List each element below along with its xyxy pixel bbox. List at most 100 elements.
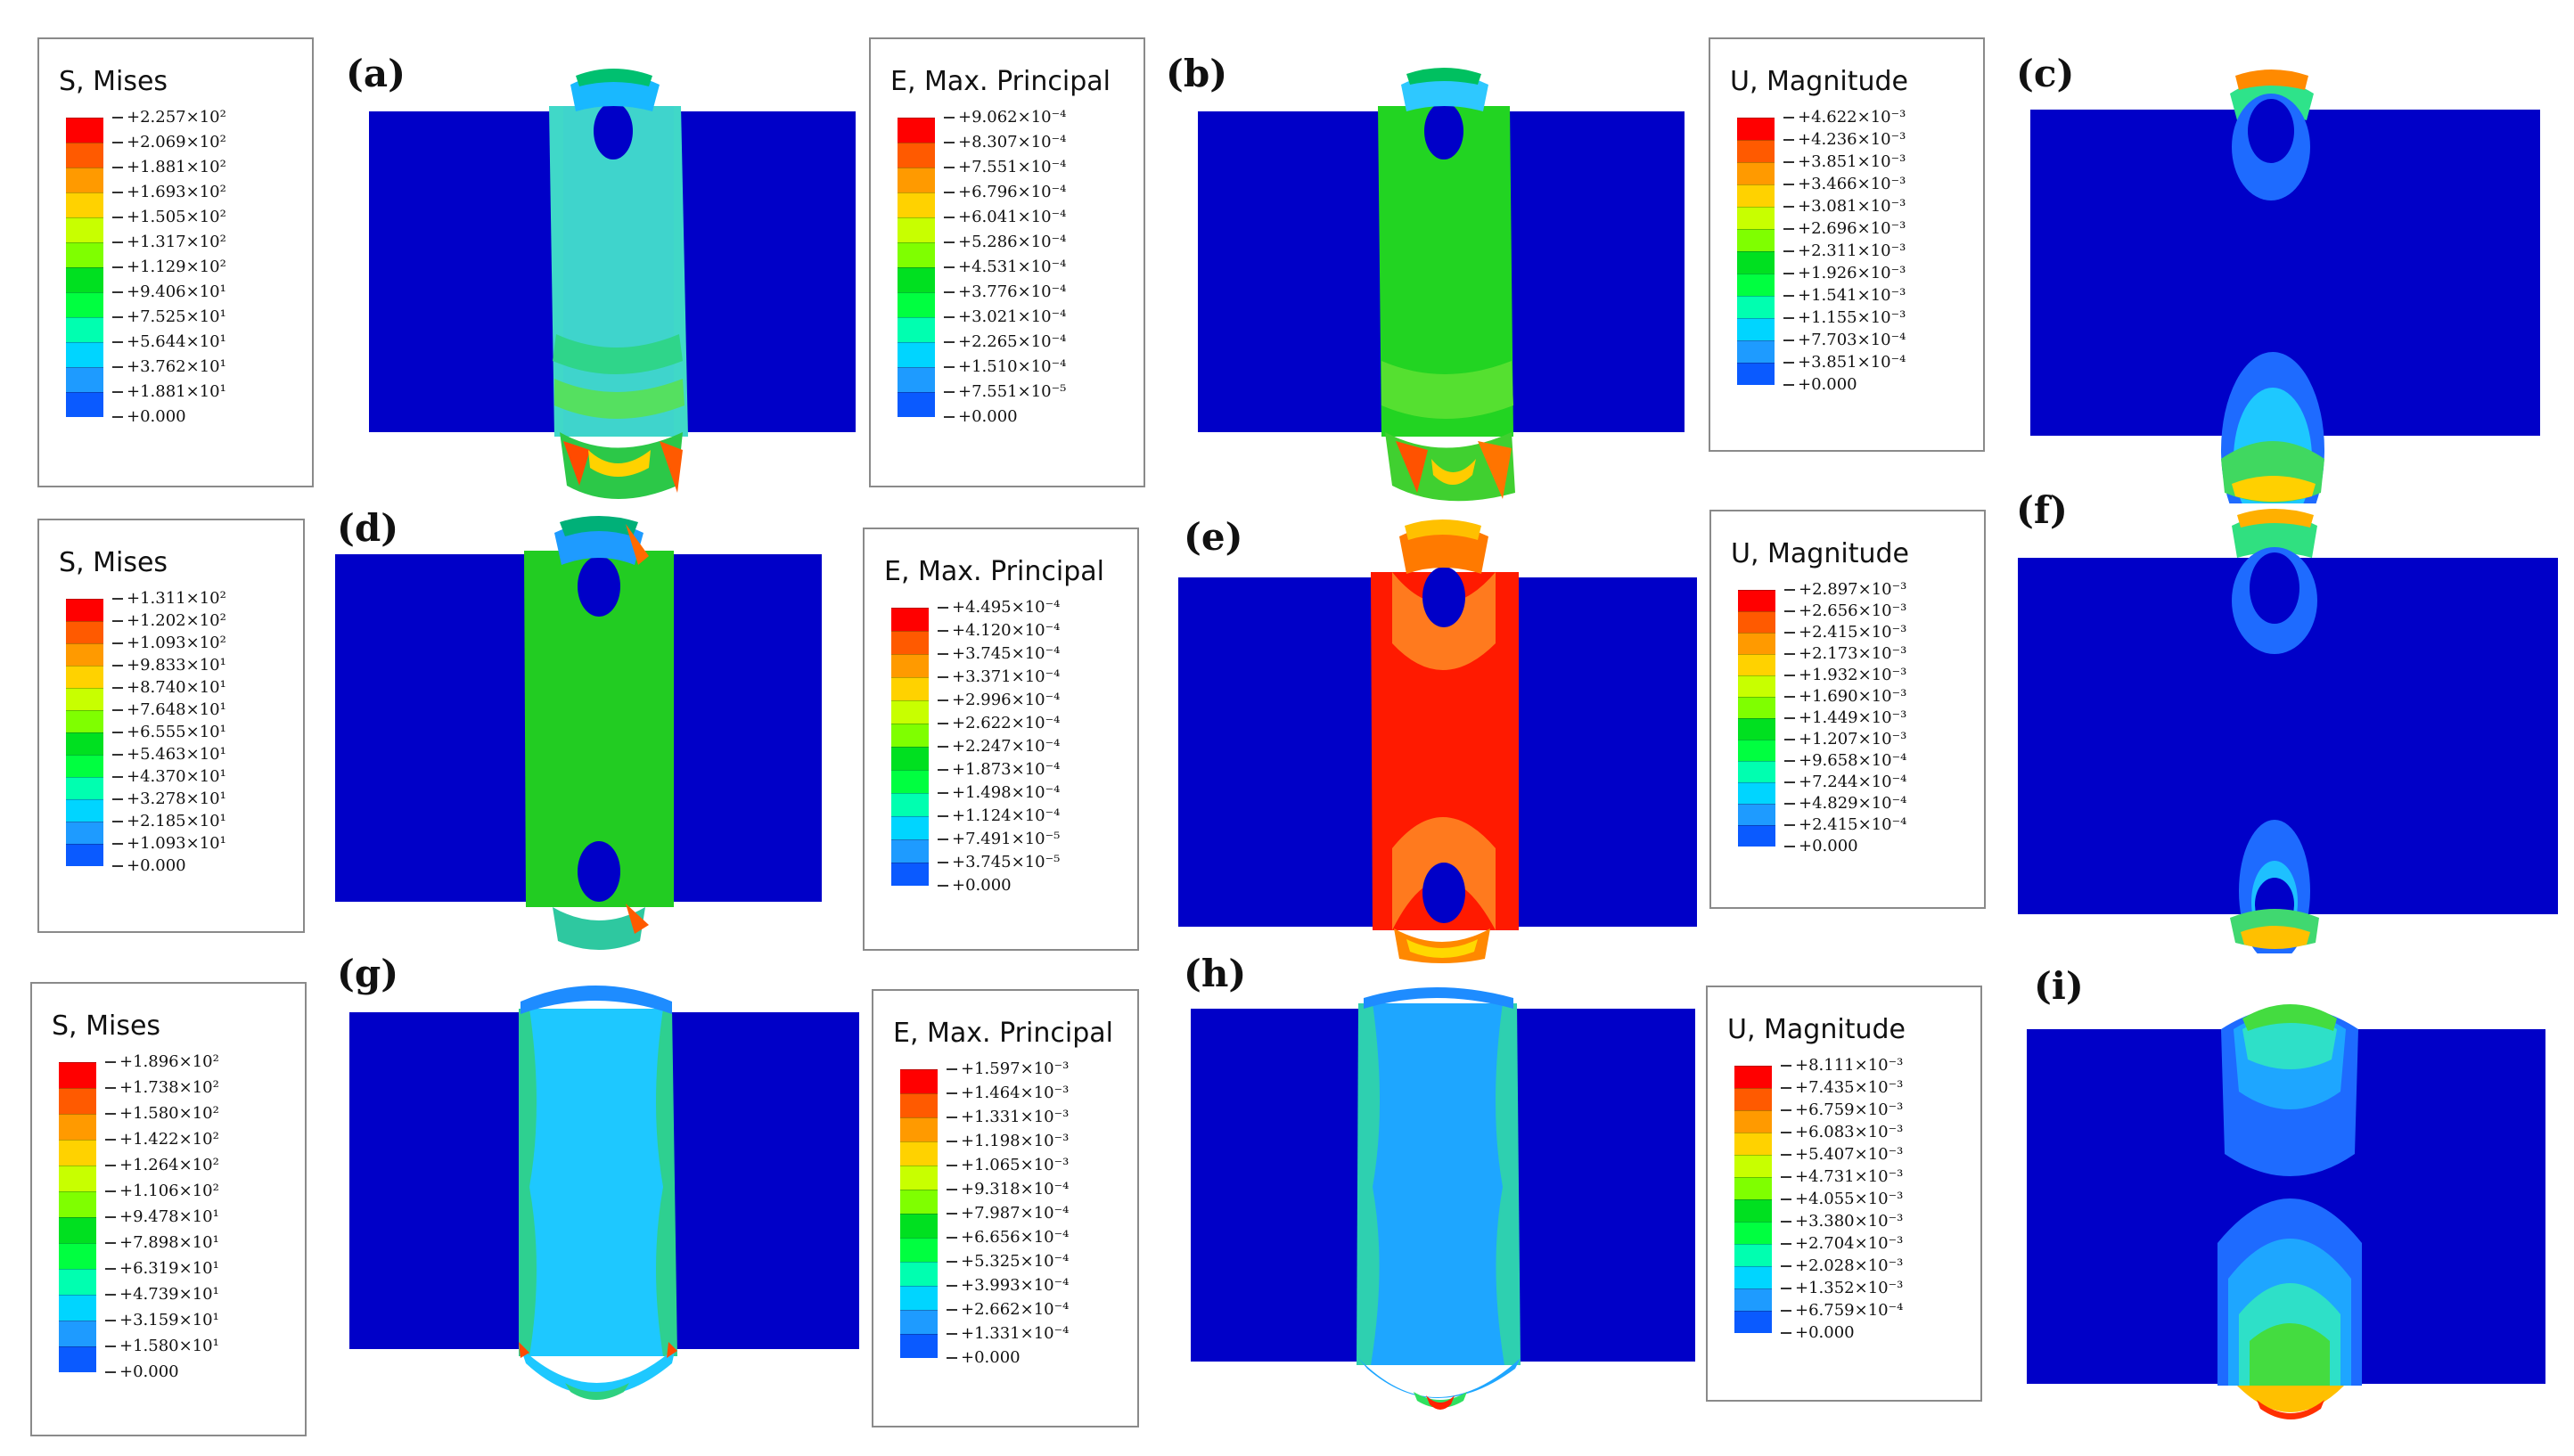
legend-color-swatch [59,1269,96,1295]
legend-color-bar [66,599,103,866]
legend-color-swatch [1738,825,1775,847]
legend-color-swatch [1738,718,1775,740]
legend-value-text: +6.555×10¹ [127,723,226,741]
legend-value-label: +3.021×10⁻⁴ [944,307,1066,326]
legend-value-label: +9.062×10⁻⁴ [944,108,1066,127]
legend-displacement-i: U, Magnitude +8.111×10⁻³ +7.435×10⁻³ +6.759… [1706,986,1982,1402]
legend-color-swatch [1734,1177,1772,1199]
panel-label-i: (i) [2034,964,2084,1008]
legend-color-swatch [900,1190,938,1214]
legend-color-bar [1737,118,1775,385]
legend-value-text: +8.740×10¹ [127,678,226,697]
legend-color-swatch [891,724,929,747]
legend-value-label: +6.759×10⁻³ [1781,1100,1903,1119]
legend-value-label: +2.656×10⁻³ [1784,601,1906,620]
legend-color-swatch [900,1093,938,1117]
legend-title: U, Magnitude [1727,1014,1906,1045]
legend-value-text: +1.311×10² [127,589,226,608]
legend-value-text: +5.407×10⁻³ [1795,1145,1904,1164]
legend-color-swatch [1738,740,1775,761]
legend-value-label: +2.069×10² [112,133,226,151]
legend-value-label: +1.693×10² [112,183,226,201]
legend-color-swatch [1738,782,1775,804]
legend-color-swatch [59,1088,96,1114]
legend-color-swatch [59,1166,96,1191]
top-bead-g [521,986,672,1014]
legend-color-swatch [1737,318,1775,340]
legend-value-label: +3.993×10⁻⁴ [947,1276,1069,1295]
legend-color-swatch [891,816,929,839]
legend-title: U, Magnitude [1730,66,1908,97]
legend-color-swatch [66,292,103,317]
legend-color-swatch [898,143,935,168]
legend-color-swatch [66,367,103,392]
legend-color-swatch [59,1243,96,1269]
legend-value-text: +4.236×10⁻³ [1798,130,1906,149]
bottom-bead-h [1358,1358,1521,1398]
legend-color-bar [898,118,935,417]
legend-value-label: +3.159×10¹ [105,1311,219,1329]
legend-value-label: +0.000 [105,1362,179,1381]
bottom-bead-i [2237,1386,2344,1412]
legend-color-swatch [900,1310,938,1334]
legend-value-text: +3.380×10⁻³ [1795,1212,1904,1231]
legend-value-label: +4.495×10⁻⁴ [938,598,1060,617]
top-hole-b [1424,102,1463,160]
legend-color-swatch [1734,1288,1772,1311]
legend-value-label: +1.510×10⁻⁴ [944,357,1066,376]
legend-value-label: +4.739×10¹ [105,1285,219,1304]
legend-value-text: +7.648×10¹ [127,700,226,719]
legend-value-label: +5.325×10⁻⁴ [947,1252,1069,1271]
legend-value-label: +5.463×10¹ [112,745,226,764]
legend-value-label: +7.703×10⁻⁴ [1783,331,1906,349]
legend-color-swatch [1738,611,1775,633]
legend-value-label: +4.731×10⁻³ [1781,1167,1903,1186]
legend-value-text: +0.000 [958,407,1018,426]
legend-value-text: +7.551×10⁻⁴ [958,158,1067,176]
legend-value-label: +3.081×10⁻³ [1783,197,1906,216]
legend-color-swatch [1734,1155,1772,1177]
legend-color-swatch [66,342,103,367]
legend-value-label: +1.505×10² [112,208,226,226]
legend-value-text: +2.696×10⁻³ [1798,219,1906,238]
legend-value-text: +1.124×10⁻⁴ [952,806,1061,825]
legend-color-swatch [1738,804,1775,825]
legend-value-label: +2.415×10⁻³ [1784,623,1906,642]
contour-plot-c [2030,70,2540,503]
legend-value-text: +9.062×10⁻⁴ [958,108,1067,127]
legend-color-swatch [900,1141,938,1166]
legend-value-text: +4.829×10⁻⁴ [1799,794,1907,813]
legend-value-text: +1.093×10¹ [127,834,226,853]
legend-value-text: +1.207×10⁻³ [1799,730,1907,748]
legend-value-label: +1.331×10⁻⁴ [947,1324,1069,1343]
legend-value-text: +0.000 [127,856,186,875]
legend-color-swatch [66,822,103,844]
legend-color-swatch [1738,654,1775,675]
legend-value-text: +2.028×10⁻³ [1795,1256,1904,1275]
legend-value-label: +6.083×10⁻³ [1781,1123,1903,1141]
legend-value-label: +2.185×10¹ [112,812,226,830]
legend-value-text: +1.541×10⁻³ [1798,286,1906,305]
legend-value-label: +0.000 [1784,837,1858,855]
legend-color-swatch [891,654,929,677]
bottom-hole-e [1422,863,1465,923]
legend-color-swatch [898,317,935,342]
legend-value-text: +1.352×10⁻³ [1795,1279,1904,1297]
legend-value-label: +3.745×10⁻⁵ [938,853,1060,871]
legend-value-text: +1.597×10⁻³ [961,1059,1070,1078]
legend-value-text: +1.505×10² [127,208,226,226]
legend-value-label: +1.198×10⁻³ [947,1132,1069,1150]
legend-value-label: +3.762×10¹ [112,357,226,376]
legend-value-text: +7.987×10⁻⁴ [961,1204,1070,1223]
legend-value-text: +1.881×10¹ [127,382,226,401]
legend-color-swatch [66,392,103,417]
legend-value-text: +7.435×10⁻³ [1795,1078,1904,1097]
legend-value-text: +4.495×10⁻⁴ [952,598,1061,617]
legend-color-swatch [891,747,929,770]
panel-label-e: (e) [1184,515,1243,559]
legend-value-label: +2.028×10⁻³ [1781,1256,1903,1275]
legend-title: E, Max. Principal [893,1018,1113,1049]
legend-color-swatch [59,1321,96,1346]
legend-color-swatch [900,1117,938,1141]
legend-value-label: +7.648×10¹ [112,700,226,719]
